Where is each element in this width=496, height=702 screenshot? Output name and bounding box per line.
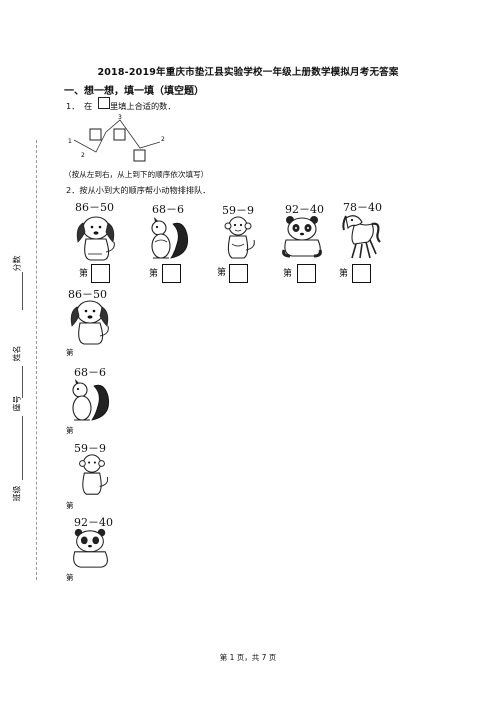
panda-icon (73, 528, 108, 568)
diagram-number-top: 3 (118, 114, 122, 121)
blank-box-3 (133, 149, 146, 162)
list-label-1: 第 (66, 348, 74, 357)
inline-box (98, 97, 110, 109)
question-1-note: （按从左到右，从上到下的顺序依次填写） (64, 170, 209, 179)
list-expr-1: 86－50 (68, 288, 107, 301)
order-answer-box-5[interactable] (352, 264, 371, 283)
order-label-3: 第 (217, 268, 227, 278)
question-2-text: 2．按从小到大的顺序帮小动物排排队． (66, 185, 211, 195)
puppy-icon (70, 300, 109, 345)
score-line (22, 272, 23, 310)
margin-label-score: 分数 (12, 255, 22, 272)
margin-label-name: 姓名 (12, 345, 22, 362)
question-1-pre: 在 (84, 101, 93, 111)
horse-icon (342, 215, 381, 259)
order-label-4: 第 (283, 269, 293, 279)
panda-icon (282, 216, 322, 258)
question-1-text: 里填上合适的数． (110, 101, 176, 111)
animal-expr-3: 59－9 (222, 204, 254, 217)
order-answer-box-2[interactable] (162, 264, 181, 283)
order-answer-box-1[interactable] (91, 264, 110, 283)
page-footer: 第 1 页，共 7 页 (219, 653, 277, 662)
number-zigzag-diagram: 3 1 2 2 (68, 114, 165, 162)
list-expr-3: 59－9 (74, 442, 106, 455)
squirrel-icon (72, 379, 110, 421)
animal-expr-1: 86－50 (75, 201, 114, 214)
list-label-2: 第 (66, 426, 74, 435)
name-line (22, 366, 23, 398)
diagram-number-left: 1 (68, 138, 72, 145)
monkey-icon (224, 216, 255, 259)
order-answer-box-3[interactable] (229, 264, 248, 283)
list-label-4: 第 (66, 573, 74, 582)
order-label-2: 第 (149, 269, 159, 279)
animal-expr-5: 78－40 (343, 201, 382, 214)
order-label-5: 第 (339, 269, 349, 279)
puppy-icon (76, 216, 115, 261)
list-expr-2: 68－6 (74, 366, 106, 379)
diagram-number-right: 2 (161, 136, 165, 143)
blank-box-2 (113, 128, 126, 141)
blank-box-1 (89, 128, 102, 141)
order-answer-box-4[interactable] (297, 264, 316, 283)
order-label-1: 第 (79, 269, 89, 279)
list-label-3: 第 (66, 501, 74, 510)
page-title: 2018-2019年重庆市垫江县实验学校一年级上册数学模拟月考无答案 (97, 67, 399, 78)
question-1-number: 1． (66, 101, 80, 111)
animal-expr-4: 92－40 (285, 203, 324, 216)
animal-expr-2: 68－6 (152, 203, 184, 216)
margin-label-id: 座号 (12, 395, 22, 412)
zigzag-line (73, 119, 161, 153)
diagram-number-bottom: 2 (81, 152, 85, 159)
squirrel-icon (151, 217, 189, 259)
id-line (22, 416, 23, 480)
binding-line (36, 140, 37, 580)
section-heading: 一、想一想，填一填（填空题） (64, 86, 204, 97)
margin-label-class: 班级 (12, 485, 22, 502)
monkey-icon (79, 454, 109, 495)
list-expr-4: 92－40 (74, 516, 113, 529)
